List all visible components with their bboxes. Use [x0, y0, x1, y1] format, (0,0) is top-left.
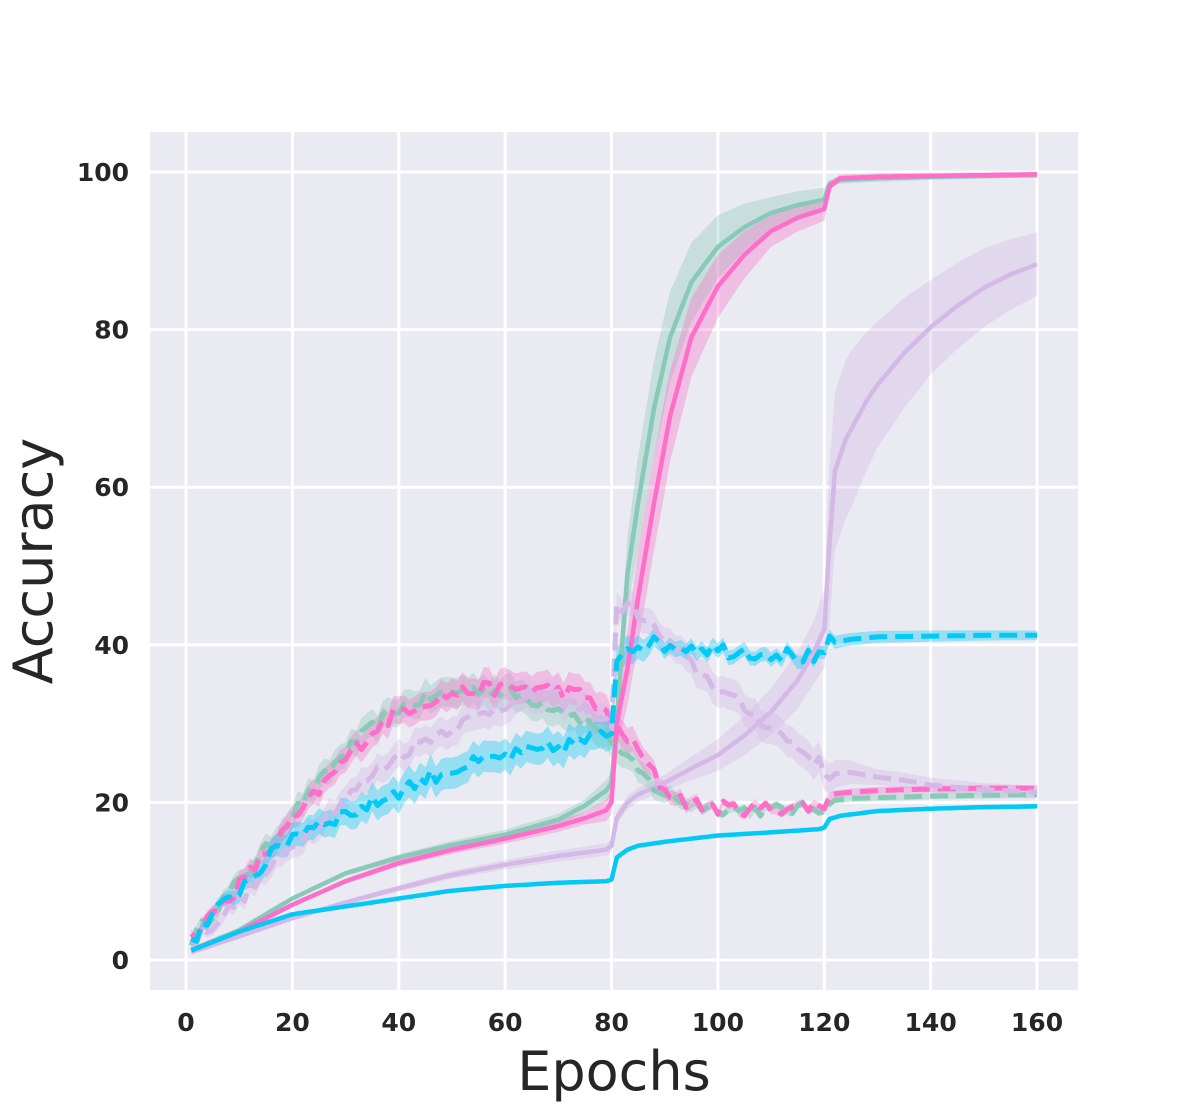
series-band — [191, 232, 1038, 953]
series-lines — [188, 172, 1038, 955]
y-tick-label: 100 — [77, 158, 129, 187]
x-tick-label: 160 — [1011, 1008, 1063, 1037]
y-axis-title: Accuracy — [2, 438, 65, 685]
x-tick-labels: 0 20 40 60 80 100 120 140 160 — [177, 1008, 1063, 1037]
y-tick-label: 0 — [112, 946, 129, 975]
y-tick-label: 40 — [94, 631, 129, 660]
series-line-solid — [190, 172, 1037, 952]
y-tick-label: 80 — [94, 316, 129, 345]
grid-lines — [150, 132, 1078, 990]
series-line-solid — [190, 804, 1038, 953]
x-tick-label: 20 — [275, 1008, 310, 1037]
x-tick-label: 40 — [381, 1008, 416, 1037]
x-tick-label: 140 — [905, 1008, 957, 1037]
plot-background — [150, 132, 1078, 990]
y-tick-label: 20 — [94, 788, 129, 817]
y-tick-labels: 0 20 40 60 80 100 — [77, 158, 129, 975]
x-axis-title: Epochs — [517, 1040, 710, 1103]
series-line-dashed — [188, 684, 1038, 947]
y-tick-label: 60 — [94, 473, 129, 502]
series-line-dashed — [190, 632, 1037, 944]
x-tick-label: 120 — [798, 1008, 850, 1037]
x-tick-label: 80 — [594, 1008, 629, 1037]
x-tick-label: 100 — [692, 1008, 744, 1037]
series-line-dashed — [189, 679, 1037, 942]
x-tick-label: 0 — [177, 1008, 194, 1037]
x-tick-label: 60 — [488, 1008, 523, 1037]
